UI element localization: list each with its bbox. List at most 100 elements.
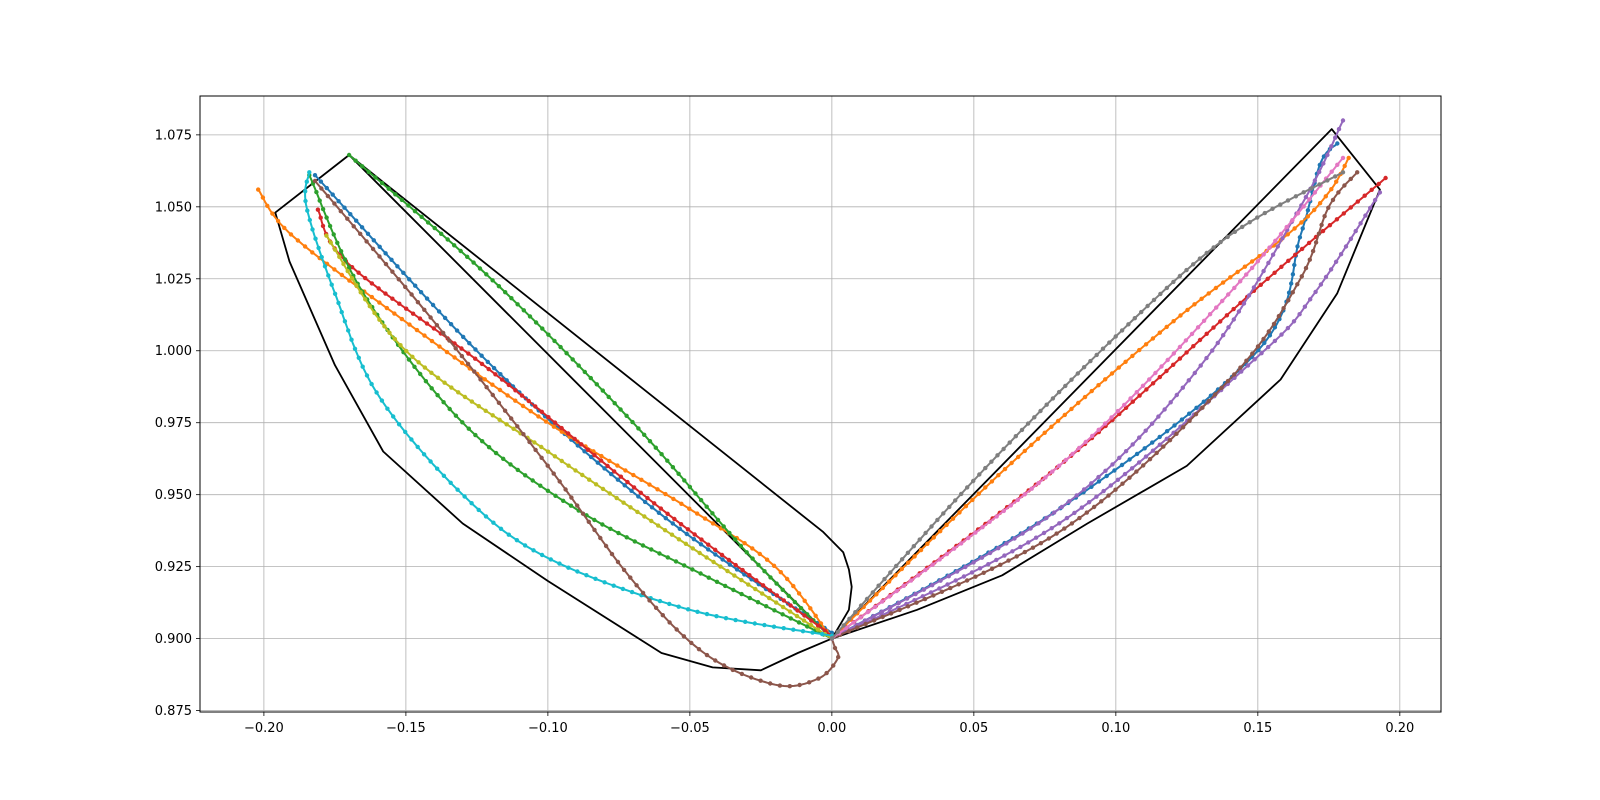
series-point (1157, 434, 1162, 440)
series-point (360, 164, 365, 169)
series-point (647, 439, 653, 444)
series-2 (256, 187, 835, 641)
series-point (453, 346, 458, 351)
series-point (836, 654, 841, 660)
series-point (449, 385, 454, 390)
series-point (307, 217, 312, 223)
series-point (718, 564, 723, 569)
series-point (592, 527, 597, 533)
series-point (1139, 309, 1144, 315)
series-point (1159, 364, 1164, 369)
series-point (1029, 442, 1034, 448)
series-point (370, 246, 376, 252)
series-point (704, 555, 709, 560)
series-point (390, 269, 395, 274)
series-point (491, 365, 497, 371)
series-point (1006, 558, 1011, 563)
series-point (808, 606, 813, 611)
series-point (816, 676, 821, 681)
series-point (1129, 466, 1135, 471)
series-point (310, 227, 315, 232)
series-point (1197, 337, 1203, 343)
series-point (739, 671, 745, 677)
series-point (1336, 190, 1341, 195)
series-point (1189, 331, 1195, 337)
series-point (994, 514, 999, 519)
series-point (461, 334, 466, 340)
series-point (687, 506, 692, 511)
series-point (663, 491, 668, 497)
series-point (1358, 221, 1363, 226)
series-point (1267, 245, 1272, 250)
series-point (509, 296, 514, 301)
series-point (328, 240, 333, 245)
series-point (558, 344, 563, 350)
series-point (983, 485, 988, 490)
series-point (1333, 135, 1338, 140)
series-point (570, 357, 575, 362)
series-point (1240, 224, 1245, 230)
series-point (1077, 515, 1082, 521)
series-point (690, 546, 695, 551)
series-point (1259, 351, 1264, 356)
series-point (665, 555, 670, 560)
series-point (698, 571, 703, 576)
series-point (490, 392, 495, 398)
series-point (1009, 460, 1014, 466)
series-point (493, 450, 499, 456)
series-point (1323, 274, 1329, 280)
series-point (1001, 508, 1006, 514)
series-point (442, 315, 448, 321)
series-point (1119, 462, 1125, 468)
series-point (652, 501, 657, 506)
series-point (1174, 392, 1180, 398)
series-point (1231, 317, 1237, 322)
series-point (1106, 493, 1111, 498)
series-point (1335, 162, 1340, 167)
series-point (1320, 228, 1326, 234)
series-point (358, 231, 363, 236)
series-point (584, 573, 589, 578)
series-point (872, 604, 878, 610)
series-point (1126, 322, 1131, 327)
series-point (1123, 359, 1128, 364)
series-point (1056, 463, 1062, 468)
series-point (986, 562, 991, 567)
series-point (497, 417, 502, 422)
series-point (815, 623, 821, 628)
series-point (1285, 325, 1291, 331)
series-point (938, 529, 943, 534)
series-point (1329, 169, 1334, 174)
series-point (392, 336, 398, 342)
series-point (635, 509, 640, 515)
series-point (1094, 494, 1099, 499)
series-point (634, 583, 639, 588)
series-point (1307, 197, 1312, 202)
series-point (791, 627, 796, 632)
series-point (478, 377, 483, 382)
series-point (523, 473, 528, 478)
series-point (559, 458, 564, 464)
series-point (412, 209, 418, 214)
series-point (1303, 265, 1309, 271)
series-point (441, 330, 446, 336)
series-point (1199, 296, 1204, 301)
series-point (564, 351, 569, 356)
series-point (1177, 344, 1183, 350)
series-point (612, 401, 617, 406)
series-point (1036, 521, 1041, 526)
series-point (743, 619, 748, 624)
series-point (1286, 290, 1292, 295)
series-point (642, 499, 648, 505)
series-point (546, 415, 551, 420)
series-point (1330, 197, 1336, 203)
series-point (1134, 451, 1140, 457)
series-point (1270, 252, 1276, 257)
series-point (519, 393, 525, 398)
series-point (1284, 224, 1289, 230)
series-point (832, 645, 838, 651)
series-point (499, 377, 505, 382)
y-tick-label: 0.900 (155, 632, 192, 647)
series-point (929, 524, 934, 529)
series-point (808, 622, 814, 628)
